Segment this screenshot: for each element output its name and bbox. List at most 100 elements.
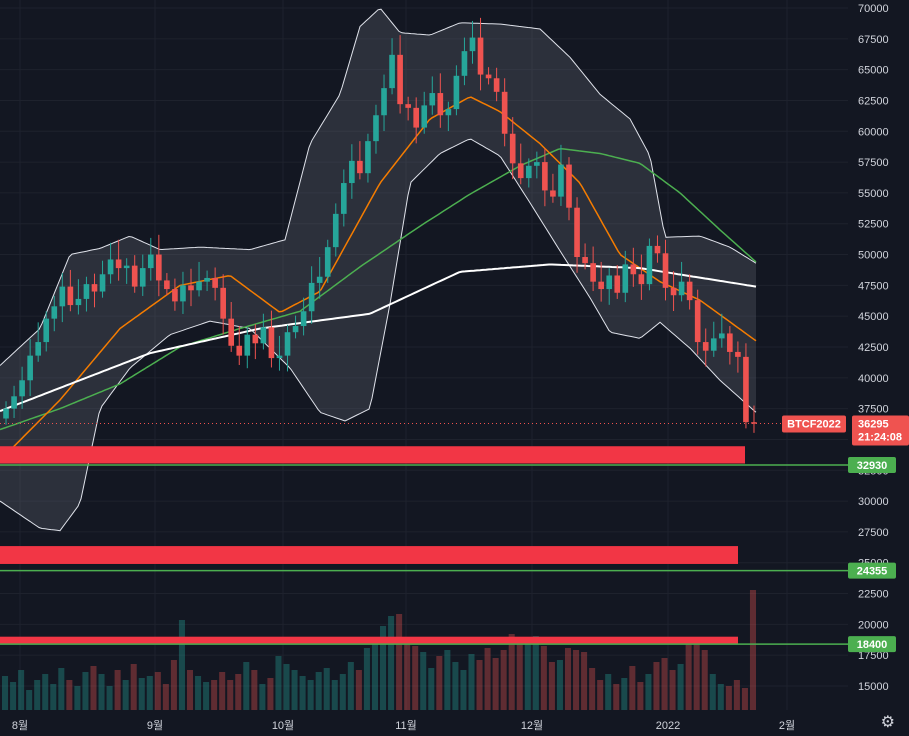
gear-icon[interactable]: ⚙: [880, 714, 895, 731]
candle-body: [566, 164, 572, 208]
candle-body: [268, 327, 275, 359]
volume-bar: [444, 650, 451, 710]
candle-body: [324, 247, 331, 277]
level-tag-label: 32930: [857, 460, 888, 472]
candle-body: [316, 276, 323, 283]
volume-bar: [573, 650, 580, 710]
candle-body: [525, 165, 532, 179]
volume-bar: [420, 652, 427, 710]
candle-body: [654, 245, 661, 254]
candle-body: [357, 160, 363, 174]
y-tick-label: 45000: [858, 311, 889, 323]
bollinger-lower-line: [0, 138, 757, 532]
volume-bar: [34, 680, 41, 710]
candle-body: [477, 37, 484, 75]
time-axis[interactable]: 8월 9월 10월 11월 12월 2022 2월: [12, 719, 795, 732]
candle-body: [244, 334, 251, 356]
candle-body: [91, 284, 98, 292]
volume-bar: [331, 680, 338, 710]
y-tick-label: 62500: [858, 95, 889, 107]
moving-averages: [0, 96, 757, 461]
volume-bar: [42, 674, 49, 710]
volume-bar: [186, 670, 194, 710]
volume-bar: [227, 680, 234, 710]
y-tick-label: 15000: [858, 681, 889, 693]
resistance-zone: [0, 636, 738, 644]
price-axis[interactable]: 70000 67500 65000 62500 60000 57500 55000 52500…: [858, 3, 889, 693]
volume-bar: [733, 680, 740, 710]
volume-bar: [130, 664, 137, 710]
volume-bar: [106, 686, 113, 710]
volume-bar: [621, 678, 628, 710]
volume-bar: [653, 662, 660, 710]
symbol-tag-label: BTCF2022: [787, 418, 841, 430]
candle-body: [429, 93, 436, 106]
candle-body: [236, 345, 243, 356]
candle-body: [606, 275, 613, 290]
candle-body: [252, 334, 259, 344]
bollinger-fill: [0, 9, 756, 531]
volume-bar: [235, 674, 242, 710]
volume-bar: [693, 638, 700, 710]
volume-bar: [661, 658, 668, 710]
volume-bar: [749, 590, 756, 710]
x-tick-label: 12월: [521, 719, 543, 732]
candle-body: [670, 287, 677, 296]
countdown-label: 21:24:08: [858, 431, 902, 443]
candle-body: [710, 338, 717, 351]
candle-body: [718, 333, 725, 339]
resistance-zones: [0, 446, 745, 644]
volume-bar: [468, 654, 475, 710]
volume-bar: [524, 640, 531, 710]
volume-bars: [2, 590, 756, 710]
x-tick-label: 11월: [395, 719, 417, 732]
candle-body: [123, 265, 130, 269]
y-tick-label: 20000: [858, 619, 889, 631]
candle-body: [340, 183, 347, 214]
candle-body: [397, 54, 403, 105]
volume-bar: [508, 634, 515, 710]
volume-bar: [404, 640, 411, 710]
y-tick-label: 70000: [858, 3, 889, 15]
volume-bar: [492, 658, 499, 710]
volume-bar: [74, 686, 81, 710]
candle-body: [11, 396, 17, 409]
x-tick-label: 10월: [272, 719, 294, 732]
volume-bar: [452, 662, 459, 710]
volume-bar: [669, 670, 676, 710]
candle-body: [405, 104, 411, 108]
resistance-zone: [0, 446, 745, 464]
y-tick-label: 52500: [858, 219, 889, 231]
ma-white-line: [0, 263, 757, 413]
ma-green-line: [0, 147, 757, 431]
level-tag-label: 18400: [857, 639, 888, 651]
volume-bar: [589, 668, 596, 710]
candle-body: [743, 356, 749, 423]
symbol-tag: [782, 415, 846, 433]
candle-body: [461, 51, 468, 76]
volume-bar: [18, 670, 25, 710]
volume-bar: [267, 678, 274, 710]
candle-body: [574, 207, 580, 258]
grid: [0, 0, 848, 710]
candle-body: [180, 285, 186, 302]
volume-bar: [637, 682, 644, 710]
volume-bar: [741, 688, 748, 710]
y-tick-label: 27500: [858, 527, 889, 539]
candle-body: [517, 163, 524, 179]
candle-body: [590, 263, 596, 282]
candle-body: [735, 351, 741, 357]
volume-bar: [251, 670, 258, 710]
candle-body: [421, 105, 428, 128]
volume-bar: [323, 668, 330, 710]
volume-bar: [138, 678, 145, 710]
level-tag-label: 24355: [857, 566, 888, 578]
candle-body: [437, 93, 444, 116]
volume-bar: [195, 676, 202, 710]
candle-body: [469, 37, 476, 52]
candle-body: [751, 422, 757, 424]
candle-body: [115, 259, 122, 269]
volume-bar: [412, 646, 419, 710]
candlesticks: [3, 17, 757, 433]
